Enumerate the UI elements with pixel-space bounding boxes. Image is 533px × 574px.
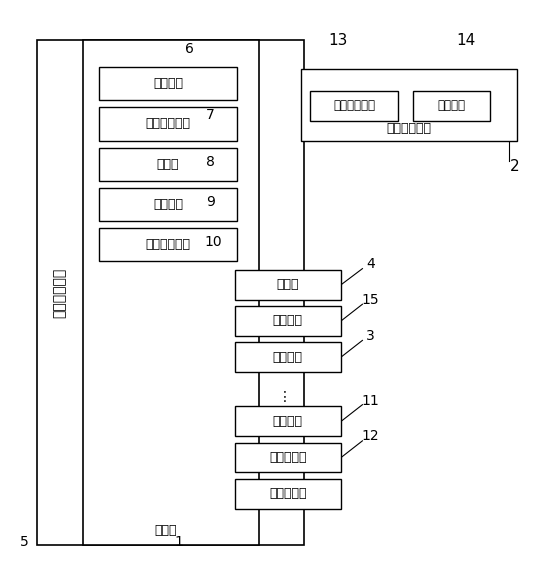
Text: 5: 5 [20, 536, 28, 549]
FancyBboxPatch shape [235, 270, 341, 300]
Text: 4: 4 [366, 257, 375, 271]
FancyBboxPatch shape [235, 406, 341, 436]
FancyBboxPatch shape [99, 228, 237, 261]
Text: 无线接收模块: 无线接收模块 [146, 118, 190, 130]
FancyBboxPatch shape [99, 188, 237, 221]
Text: 控制开关: 控制开关 [153, 77, 183, 90]
Text: 8: 8 [206, 155, 215, 169]
FancyBboxPatch shape [83, 40, 259, 545]
FancyBboxPatch shape [235, 342, 341, 372]
Text: 峰鸣器: 峰鸣器 [277, 278, 299, 291]
Text: 11: 11 [361, 394, 379, 408]
Text: 14: 14 [457, 33, 476, 48]
FancyBboxPatch shape [37, 40, 304, 545]
Text: 语音输出模块: 语音输出模块 [146, 238, 190, 251]
Text: 7: 7 [206, 108, 215, 122]
FancyBboxPatch shape [413, 91, 490, 121]
Text: 显示屏: 显示屏 [157, 158, 179, 170]
Text: 中央处理单元: 中央处理单元 [53, 267, 67, 318]
FancyBboxPatch shape [310, 91, 398, 121]
Text: 无线发射模块: 无线发射模块 [333, 99, 375, 112]
Text: 信号发射装置: 信号发射装置 [386, 122, 432, 134]
FancyBboxPatch shape [301, 69, 517, 141]
FancyBboxPatch shape [235, 479, 341, 509]
Text: 中控台: 中控台 [154, 525, 176, 537]
Text: 停止按鈕: 停止按鈕 [273, 351, 303, 363]
Text: 感应模块: 感应模块 [438, 99, 466, 112]
FancyBboxPatch shape [99, 107, 237, 141]
FancyBboxPatch shape [99, 148, 237, 181]
Text: 驱动机构: 驱动机构 [273, 315, 303, 327]
Text: 存储单元: 存储单元 [153, 198, 183, 211]
FancyBboxPatch shape [235, 306, 341, 336]
Text: 9: 9 [206, 195, 215, 209]
Text: 6: 6 [185, 42, 193, 56]
FancyBboxPatch shape [235, 443, 341, 472]
Text: 12: 12 [361, 429, 379, 443]
Text: 13: 13 [329, 33, 348, 48]
Text: 10: 10 [204, 235, 222, 249]
Text: 光电传感器: 光电传感器 [269, 487, 306, 500]
Text: ⋮: ⋮ [278, 390, 292, 404]
FancyBboxPatch shape [99, 67, 237, 100]
Text: 1: 1 [174, 536, 183, 549]
Text: 危险警告灯: 危险警告灯 [269, 451, 306, 464]
Text: 停止按鈕: 停止按鈕 [273, 415, 303, 428]
Text: 15: 15 [361, 293, 379, 307]
Text: 2: 2 [510, 159, 519, 174]
Text: 3: 3 [366, 329, 375, 343]
